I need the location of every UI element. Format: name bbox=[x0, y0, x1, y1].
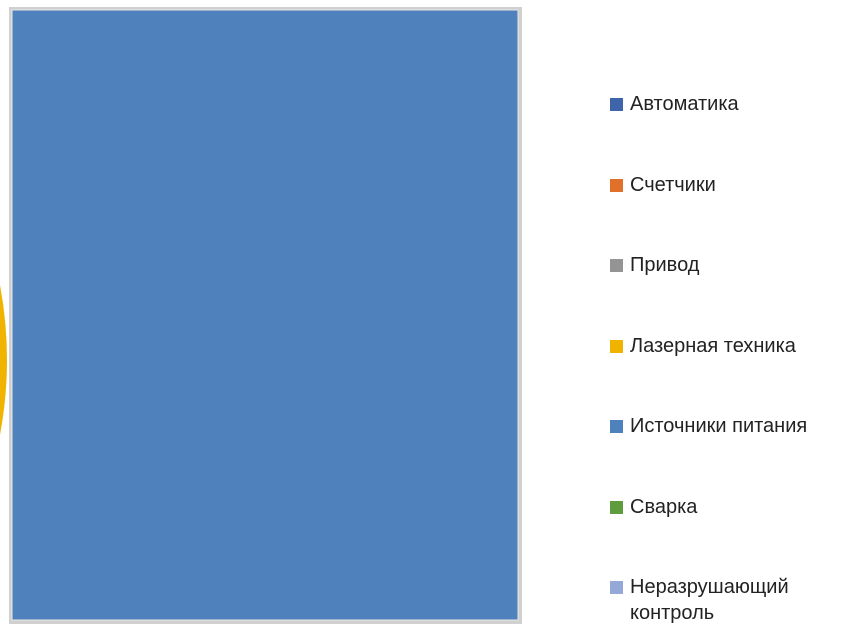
legend-item: Неразрушающий контроль bbox=[610, 574, 848, 626]
legend-label: Лазерная техника bbox=[630, 334, 796, 357]
legend-swatch bbox=[610, 98, 623, 111]
legend-label: Сварка bbox=[630, 495, 698, 518]
legend-item: Счетчики bbox=[610, 172, 848, 198]
legend-swatch bbox=[610, 178, 623, 192]
legend-swatch bbox=[610, 500, 623, 514]
legend-label: Неразрушающий контроль bbox=[630, 576, 789, 624]
overlay-panel bbox=[11, 9, 519, 621]
legend-label: Привод bbox=[630, 254, 700, 276]
legend-item: Источники питания bbox=[610, 413, 848, 439]
legend-swatch bbox=[610, 420, 623, 433]
legend-swatch bbox=[610, 339, 623, 353]
legend-item: Автоматика bbox=[610, 91, 848, 117]
legend-item: Лазерная техника bbox=[610, 333, 848, 359]
legend-label: Автоматика bbox=[630, 93, 739, 115]
legend-label: Счетчики bbox=[630, 173, 716, 196]
legend-item: Сварка bbox=[610, 494, 848, 520]
legend-label: Источники питания bbox=[630, 415, 808, 437]
legend-swatch bbox=[610, 259, 623, 272]
pie-slice-edge bbox=[0, 285, 7, 435]
legend-item: Привод bbox=[610, 252, 848, 278]
legend-swatch bbox=[610, 581, 623, 594]
